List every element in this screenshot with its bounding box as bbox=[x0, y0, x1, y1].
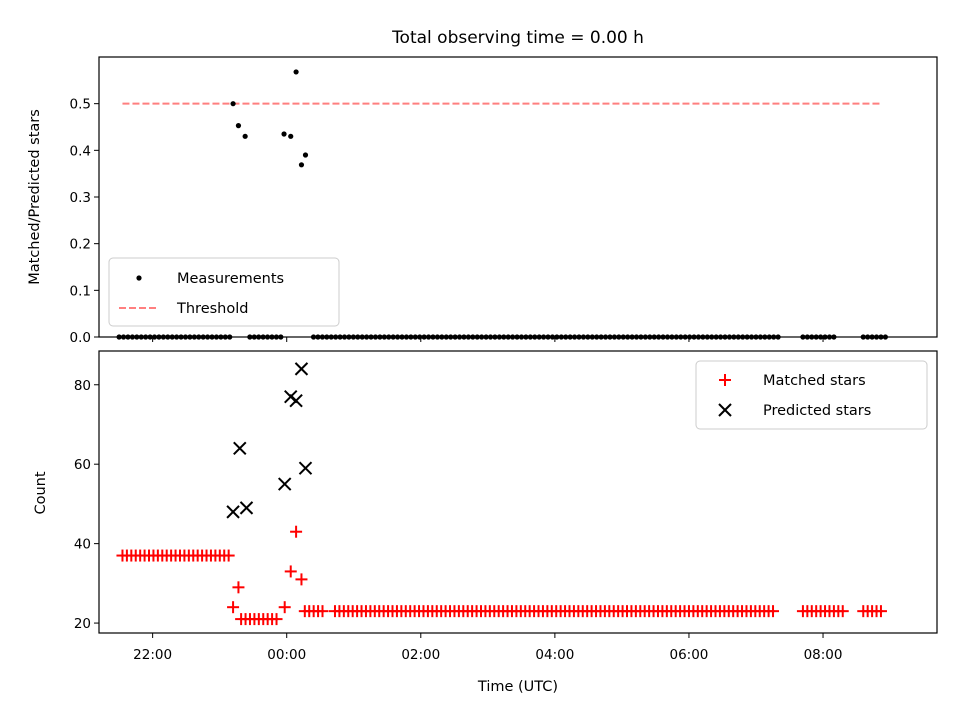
ratio-legend: Measurements Threshold bbox=[108, 257, 340, 327]
measurement-point bbox=[288, 133, 294, 139]
matched-star-point bbox=[232, 581, 245, 594]
predicted-star-point bbox=[233, 441, 247, 456]
predicted-star-point bbox=[294, 362, 309, 376]
y-tick-label: 0.5 bbox=[70, 97, 91, 113]
y-tick-label: 40 bbox=[74, 537, 91, 553]
legend-label-matched: Matched stars bbox=[763, 373, 866, 389]
matched-star-point bbox=[227, 601, 240, 614]
y-ticks-ratio: 0.0 0.1 0.2 0.3 0.4 0.5 bbox=[70, 97, 824, 346]
predicted-star-point bbox=[298, 461, 313, 475]
x-tick-label: 04:00 bbox=[535, 647, 574, 663]
x-tick-label: 02:00 bbox=[401, 647, 440, 663]
count-plot-area bbox=[116, 362, 887, 626]
x-tick-label: 06:00 bbox=[669, 647, 708, 663]
matched-star-point bbox=[290, 525, 303, 538]
matched-star-point bbox=[270, 613, 283, 626]
measurement-point bbox=[298, 162, 305, 168]
predicted-star-point bbox=[239, 501, 254, 515]
chart-title: Total observing time = 0.00 h bbox=[391, 28, 644, 48]
ratio-axes-frame bbox=[98, 56, 938, 338]
matched-star-point bbox=[836, 605, 849, 618]
measurement-point bbox=[230, 101, 236, 107]
y-axis-label-ratio: Matched/Predicted stars bbox=[27, 109, 43, 285]
y-tick-label: 0.2 bbox=[70, 237, 91, 253]
legend-label-measurements: Measurements bbox=[177, 271, 284, 287]
matched-star-point bbox=[284, 565, 297, 578]
y-tick-label: 0.0 bbox=[70, 330, 91, 346]
x-tick-label: 08:00 bbox=[804, 647, 843, 663]
y-tick-label: 0.1 bbox=[70, 283, 91, 299]
matched-star-point bbox=[295, 573, 308, 586]
y-tick-label: 0.4 bbox=[70, 143, 91, 159]
predicted-star-point bbox=[277, 477, 292, 491]
y-tick-label: 0.3 bbox=[70, 190, 91, 206]
legend-label-threshold: Threshold bbox=[176, 301, 248, 317]
y-tick-label: 60 bbox=[74, 457, 91, 473]
y-axis-label-count: Count bbox=[33, 471, 49, 514]
count-legend-box bbox=[695, 360, 928, 430]
x-axis-label: Time (UTC) bbox=[477, 679, 558, 695]
legend-marker-measurements bbox=[136, 275, 142, 281]
predicted-star-point bbox=[289, 393, 303, 408]
measurement-point bbox=[242, 133, 248, 139]
legend-label-predicted: Predicted stars bbox=[763, 403, 871, 419]
count-panel: Count Time (UTC) 20 40 60 80 22:00 00:00 02:00… bbox=[33, 350, 938, 695]
count-legend: Matched stars Predicted stars bbox=[695, 360, 928, 430]
legend-marker-matched bbox=[719, 374, 731, 386]
legend-marker-predicted bbox=[718, 403, 732, 417]
measurement-point bbox=[293, 69, 299, 75]
ratio-panel: Total observing time = 0.00 h Matched/Pr… bbox=[27, 28, 938, 346]
x-tick-label: 00:00 bbox=[267, 647, 306, 663]
y-tick-label: 20 bbox=[74, 616, 91, 632]
matched-star-point bbox=[874, 605, 887, 618]
measurement-point bbox=[235, 123, 242, 129]
ratio-legend-box bbox=[108, 257, 340, 327]
measurement-point bbox=[302, 152, 309, 158]
matched-star-point bbox=[316, 605, 329, 618]
matched-star-point bbox=[222, 549, 235, 562]
matched-star-point bbox=[767, 605, 780, 618]
y-tick-label: 80 bbox=[74, 378, 91, 394]
predicted-star-point bbox=[226, 505, 240, 519]
measurement-point bbox=[281, 131, 287, 137]
x-tick-label: 22:00 bbox=[133, 647, 172, 663]
matched-star-point bbox=[278, 601, 291, 614]
ticks-count: 20 40 60 80 22:00 00:00 02:00 04:00 06:00 08:00 bbox=[74, 378, 843, 663]
count-axes-frame bbox=[98, 350, 938, 634]
